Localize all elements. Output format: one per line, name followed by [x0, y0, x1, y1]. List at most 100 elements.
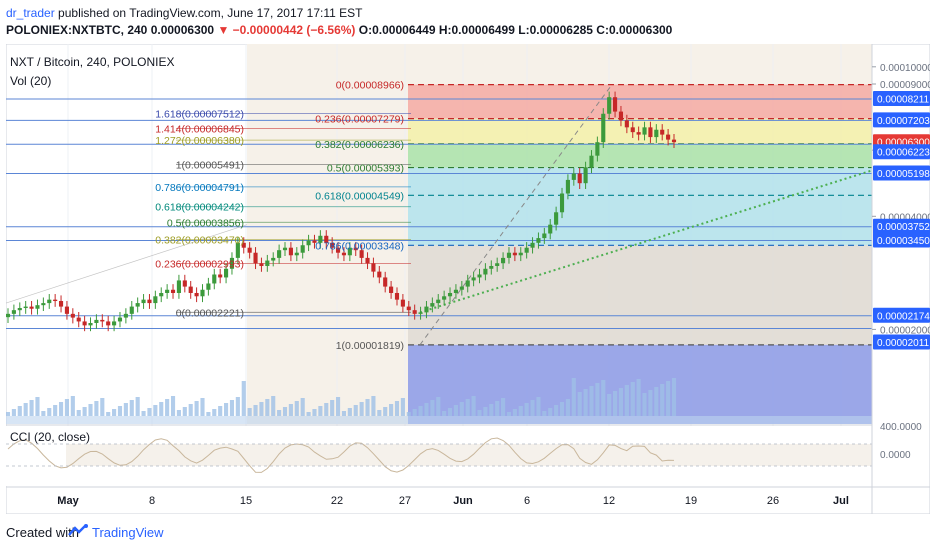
candle-body [188, 286, 193, 293]
volume-bar [47, 408, 52, 416]
volume-bar [501, 398, 506, 416]
fib-left-label: 0.618(0.00004242) [155, 202, 244, 214]
candle-body [170, 289, 176, 293]
candle-body [518, 252, 523, 256]
cci-tick-label: 0.0000 [880, 450, 911, 461]
volume-bar [548, 408, 553, 416]
candle-body [483, 268, 488, 275]
price-change: ▼ −0.00000442 (−6.56%) [217, 23, 356, 37]
tradingview-brand-link[interactable]: TradingView [92, 525, 164, 540]
candle-body [536, 238, 541, 243]
candle-body [359, 250, 364, 258]
fib-zone [408, 195, 872, 246]
y-tick-label: 0.00009000 [880, 80, 930, 91]
volume-bar [35, 397, 40, 416]
x-tick-label: 22 [331, 495, 343, 507]
x-tick-label: Jul [833, 495, 849, 507]
price-label: 0.00006300 [877, 138, 930, 149]
volume-bar [11, 409, 16, 416]
volume-bar [583, 389, 588, 416]
volume-bar [624, 385, 629, 416]
candle-body [306, 240, 311, 246]
volume-bar [64, 399, 70, 416]
symbol: POLONIEX:NXTBTC, 240 [6, 23, 148, 37]
fib-left-label: 0.236(0.00002993) [155, 259, 244, 271]
volume-bar [82, 407, 87, 416]
volume-bar [123, 403, 128, 416]
volume-bar [141, 411, 146, 416]
volume-bar [471, 396, 476, 416]
candle-body [58, 301, 64, 307]
candle-body [406, 306, 411, 311]
fib-left-label: 0.5(0.00003856) [167, 217, 244, 229]
volume-bar [453, 405, 458, 416]
candle-body [583, 167, 588, 184]
ohlc-values: O:0.00006449 H:0.00006499 L:0.00006285 C… [358, 23, 673, 37]
x-tick-label: Jun [453, 495, 473, 507]
volume-bar [212, 409, 217, 416]
candle-body [259, 263, 264, 266]
volume-bar [530, 400, 535, 416]
fib-right-label: 0.5(0.00005393) [327, 163, 404, 175]
trend-lines [6, 84, 872, 346]
candle-body [11, 310, 16, 314]
candle-body [282, 247, 288, 251]
price-label: 0.00007203 [877, 116, 930, 127]
volume-bar [271, 396, 276, 416]
price-axis[interactable]: 0.000100000.000090000.000060000.00004000… [872, 63, 930, 461]
fib-left-label: 1.414(0.00006845) [155, 124, 244, 136]
volume-bar [41, 411, 46, 416]
candle-body [660, 129, 665, 135]
volume-bar [224, 403, 229, 416]
author-link[interactable]: dr_trader [6, 6, 55, 20]
fib-right-label: 0(0.00008966) [336, 80, 404, 92]
price-label: 0.00006223 [877, 148, 930, 159]
candle-body [182, 280, 187, 287]
candle-body [524, 247, 529, 253]
volume-bar [589, 386, 594, 416]
time-axis[interactable]: May 8 15 22 27 Jun 6 12 19 26 Jul [57, 495, 849, 507]
last-price: 0.00006300 [150, 23, 215, 37]
candle-body [371, 263, 376, 272]
fib-right-label: 0.236(0.00007279) [315, 114, 404, 126]
volume-bar [618, 388, 624, 416]
y-tick-label: 0.00010000 [880, 63, 930, 74]
price-chart[interactable]: 0(0.00008966) 0.236(0.00007279) 0.382(0.00… [6, 44, 930, 514]
volume-bar [612, 391, 618, 416]
candle-body [6, 313, 11, 318]
candle-body [194, 292, 199, 297]
volume-bar [394, 401, 400, 416]
volume-bar [253, 405, 258, 416]
volume-bar [330, 400, 335, 416]
x-tick-label: 15 [240, 495, 252, 507]
volume-bar [371, 396, 376, 416]
volume-bar [324, 403, 329, 416]
volume-bar [642, 393, 647, 416]
fib-left-label: 1(0.00005491) [176, 160, 244, 172]
volume-bar [447, 408, 453, 416]
price-label: 0.00008211 [877, 94, 930, 105]
volume-bar [601, 380, 606, 416]
fib-left-label: 1.272(0.00006380) [155, 135, 244, 147]
candle-body [141, 299, 146, 304]
candle-body [147, 299, 152, 304]
candle-body [612, 97, 618, 112]
candle-body [47, 299, 52, 304]
fib-right-label: 0.382(0.00006236) [315, 139, 404, 151]
candle-body [288, 247, 293, 256]
candle-body [542, 233, 547, 239]
candle-body [465, 280, 470, 287]
candle-body [335, 247, 341, 253]
candle-body [459, 286, 464, 290]
volume-bar [442, 411, 447, 416]
volume-bar [554, 405, 559, 416]
volume-bar [76, 410, 81, 416]
candle-body [129, 306, 134, 314]
price-label: 0.00003450 [877, 236, 930, 247]
candle-body [35, 305, 40, 309]
volume-bar [6, 412, 11, 416]
volume-bar [188, 404, 193, 416]
candle-body [512, 252, 517, 256]
fib-labels: 0(0.00008966) 0.236(0.00007279) 0.382(0.00… [155, 80, 404, 352]
price-label-box [873, 307, 930, 323]
